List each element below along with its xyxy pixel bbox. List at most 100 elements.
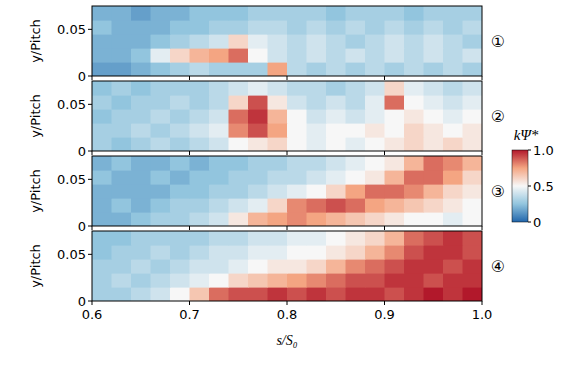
cell: [209, 259, 229, 274]
cell: [268, 62, 288, 76]
x-tick-label: 0.7: [179, 307, 200, 322]
cell: [404, 156, 424, 171]
cell: [151, 212, 171, 226]
cell: [92, 156, 112, 171]
cell: [287, 62, 307, 76]
cell: [248, 212, 268, 226]
cell: [346, 6, 366, 21]
cell: [365, 20, 385, 35]
cell: [268, 287, 288, 301]
cell: [463, 109, 483, 124]
cell: [346, 48, 366, 63]
cell: [326, 259, 346, 274]
cell: [248, 6, 268, 21]
cell: [170, 95, 190, 110]
cell: [248, 123, 268, 138]
cell: [424, 170, 444, 185]
cell: [268, 245, 288, 260]
cell: [170, 48, 190, 63]
cell: [248, 20, 268, 35]
cell: [229, 95, 249, 110]
cell: [404, 212, 424, 226]
cell: [131, 137, 151, 151]
cell: [131, 212, 151, 226]
cell: [151, 123, 171, 138]
cell: [443, 170, 463, 185]
cell: [229, 245, 249, 260]
cell: [424, 34, 444, 49]
cell: [248, 156, 268, 171]
y-axis-title: y/Pitch: [28, 169, 43, 213]
cell: [190, 81, 210, 96]
y-tick-label: 0.05: [57, 22, 86, 37]
cell: [190, 287, 210, 301]
cell: [209, 95, 229, 110]
panel-label: ③: [491, 182, 505, 201]
x-tick: [189, 76, 190, 80]
cell: [131, 198, 151, 213]
cell: [229, 198, 249, 213]
cell: [112, 48, 132, 63]
cell: [404, 34, 424, 49]
cell: [346, 170, 366, 185]
cell: [326, 123, 346, 138]
cell: [209, 48, 229, 63]
cell: [268, 81, 288, 96]
colorbar-tick-label: 0.5: [533, 179, 554, 194]
cell: [131, 273, 151, 288]
colorbar: 00.51.0kΨ*: [512, 127, 554, 230]
cell: [170, 231, 190, 246]
cell: [229, 273, 249, 288]
cell: [229, 109, 249, 124]
cell: [112, 123, 132, 138]
x-tick-label: 0.8: [277, 307, 298, 322]
cell: [268, 48, 288, 63]
x-tick-label: 1.0: [472, 307, 493, 322]
cell: [307, 95, 327, 110]
cell: [346, 273, 366, 288]
colorbar-tick-label: 1.0: [533, 143, 554, 158]
cell: [346, 231, 366, 246]
y-tick-label: 0.05: [57, 247, 86, 262]
cell: [92, 81, 112, 96]
cell: [326, 95, 346, 110]
y-tick-label: 0: [78, 219, 86, 234]
cell: [443, 259, 463, 274]
cell: [443, 231, 463, 246]
cell: [307, 6, 327, 21]
x-tick: [384, 301, 385, 305]
cell: [190, 109, 210, 124]
cell: [385, 212, 405, 226]
cell: [385, 95, 405, 110]
cell: [307, 184, 327, 199]
cell: [92, 170, 112, 185]
cell: [170, 20, 190, 35]
cell: [443, 81, 463, 96]
cell: [112, 81, 132, 96]
cell: [131, 62, 151, 76]
cell: [346, 81, 366, 96]
x-tick: [482, 301, 483, 305]
cell: [209, 212, 229, 226]
cell: [268, 34, 288, 49]
cell: [190, 245, 210, 260]
cell: [463, 81, 483, 96]
cell: [268, 156, 288, 171]
cell: [170, 273, 190, 288]
cell: [326, 231, 346, 246]
cell: [131, 81, 151, 96]
cell: [248, 198, 268, 213]
cell: [424, 6, 444, 21]
cell: [443, 198, 463, 213]
cell: [92, 95, 112, 110]
cell: [151, 20, 171, 35]
y-tick: [88, 254, 92, 255]
cell: [287, 184, 307, 199]
x-tick: [92, 151, 93, 155]
cell: [151, 184, 171, 199]
cell: [463, 48, 483, 63]
cell: [92, 48, 112, 63]
y-tick: [88, 104, 92, 105]
cell: [248, 62, 268, 76]
cell: [307, 212, 327, 226]
